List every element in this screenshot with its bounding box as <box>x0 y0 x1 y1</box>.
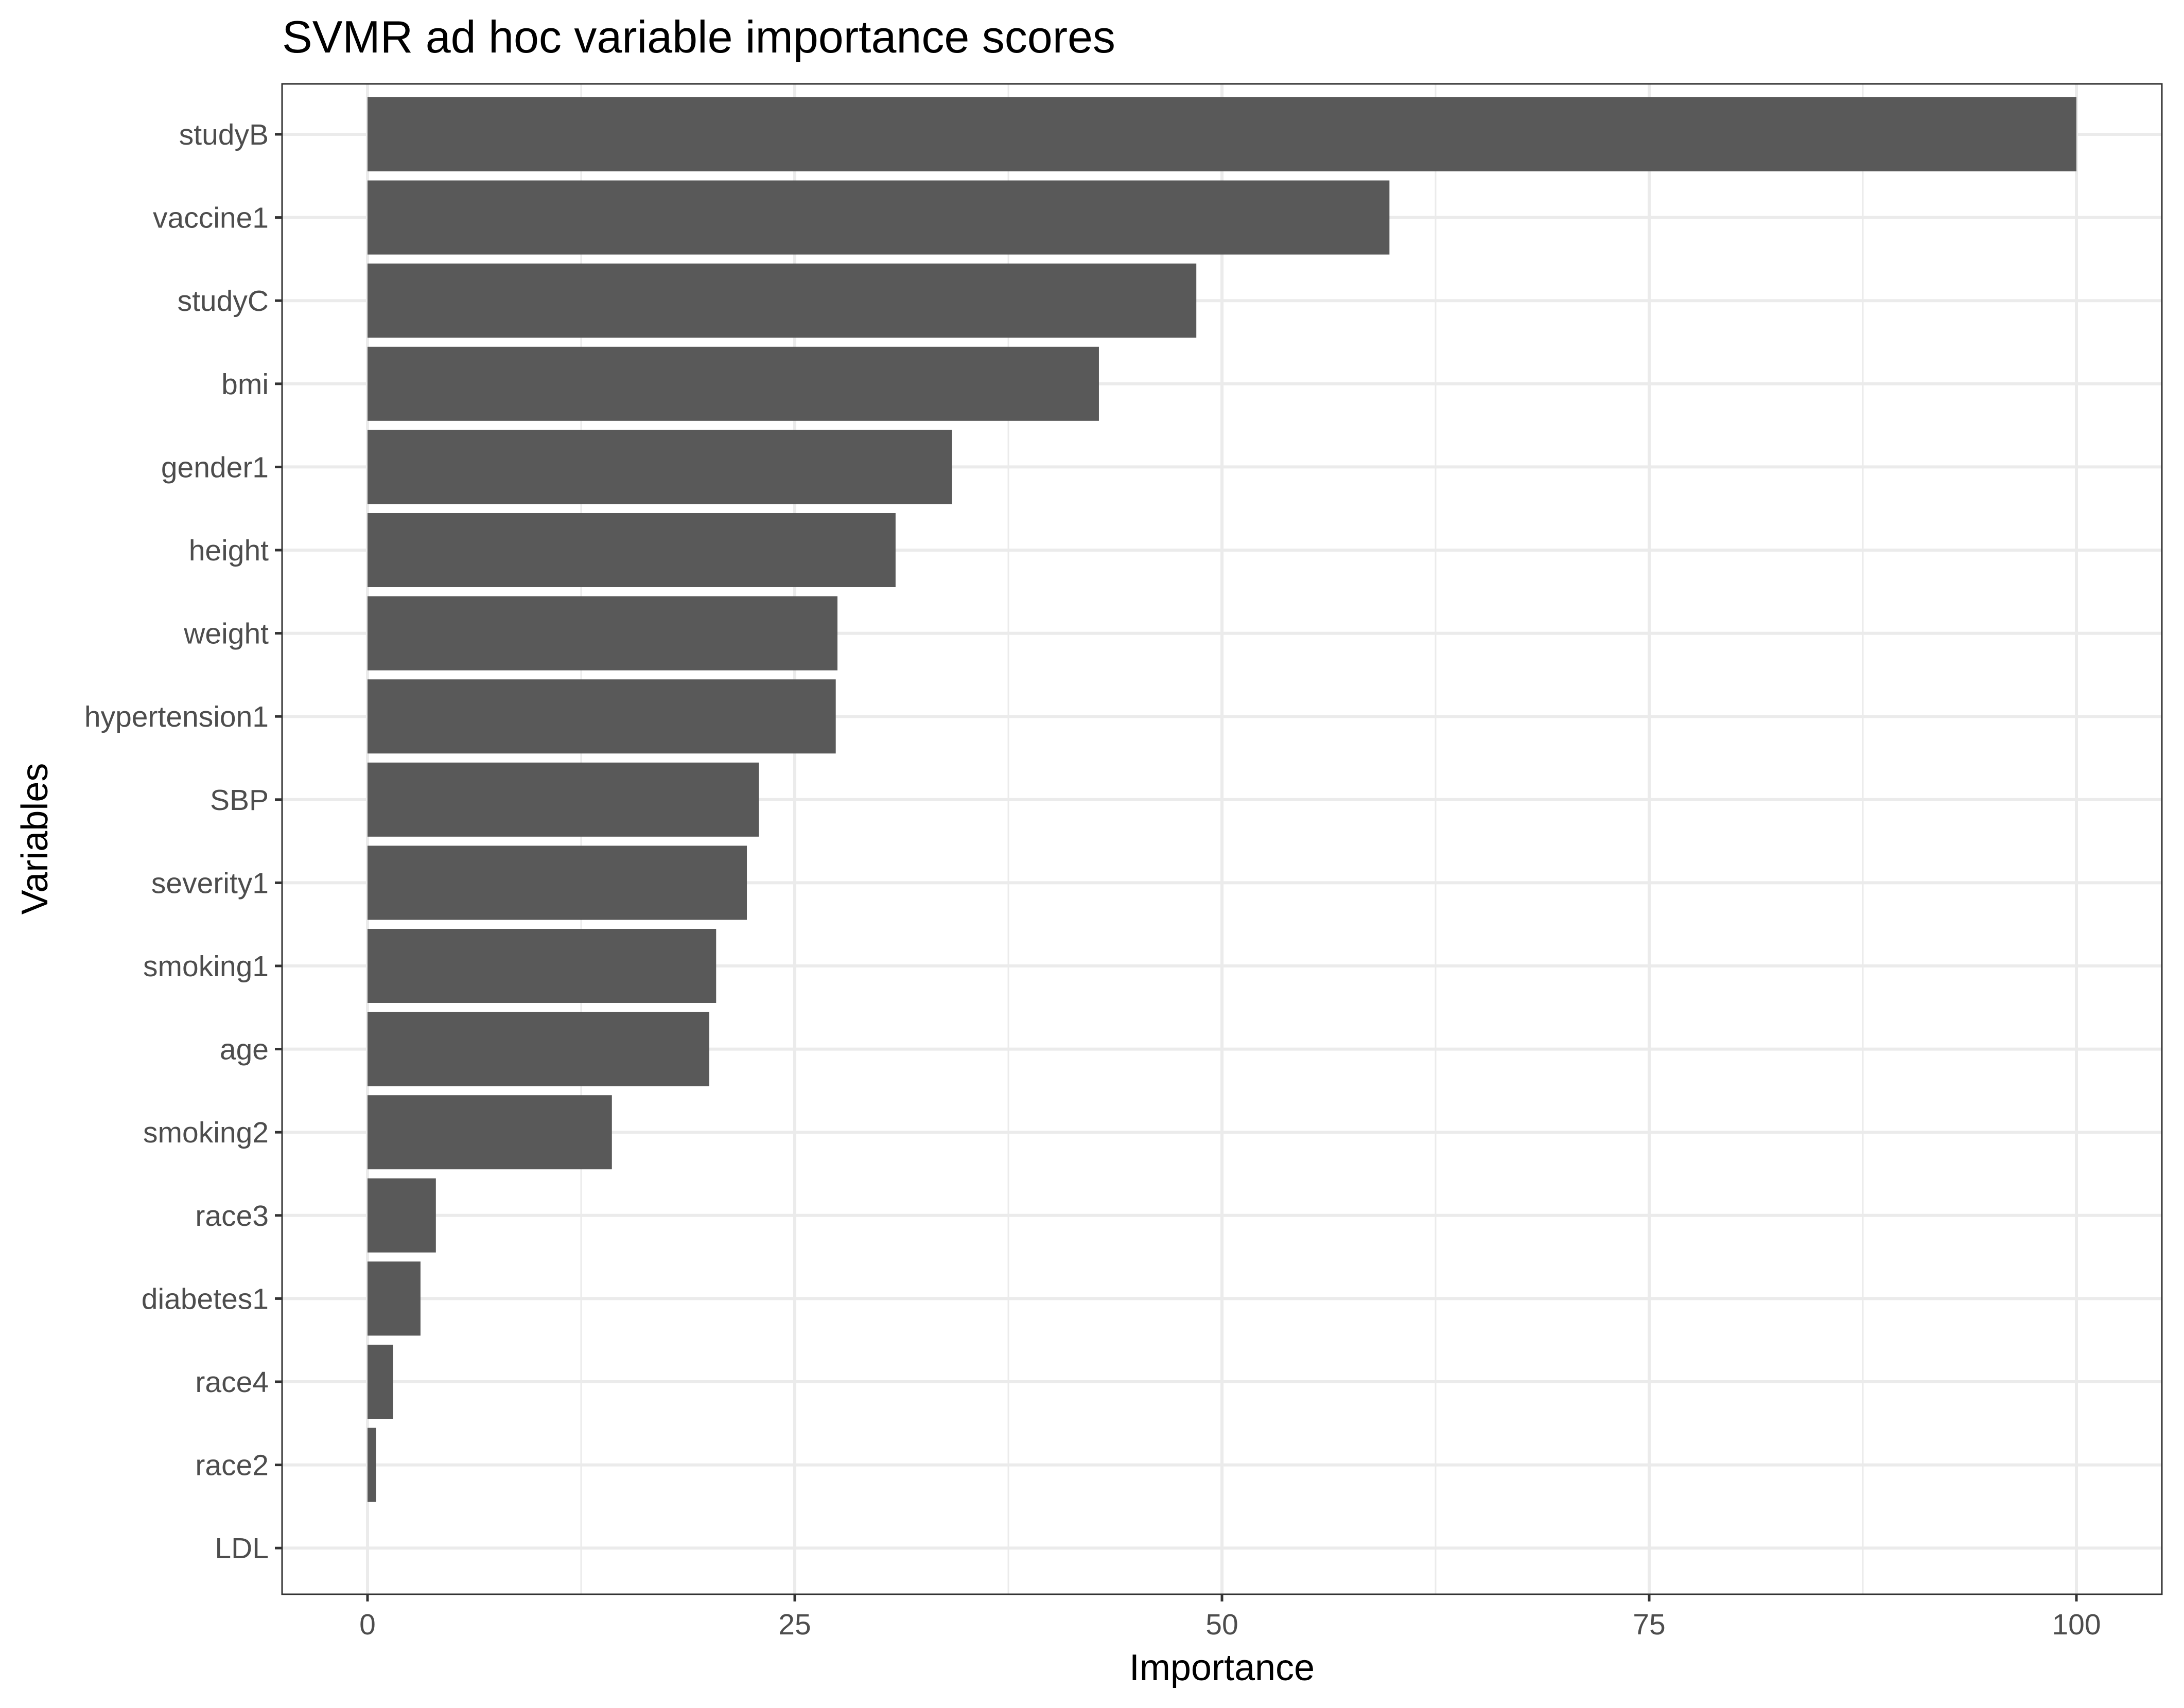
bar-smoking1 <box>368 929 717 1003</box>
bar-height <box>368 513 896 587</box>
y-axis-title: Variables <box>14 763 56 915</box>
x-axis: 0 25 50 75 100 <box>359 1594 2101 1641</box>
y-tick-label: bmi <box>221 368 269 401</box>
y-axis: studyB vaccine1 studyC bmi gender1 height weig… <box>84 118 282 1565</box>
y-tick-label: diabetes1 <box>142 1282 269 1315</box>
chart-title: SVMR ad hoc variable importance scores <box>282 11 1115 62</box>
x-tick-label: 75 <box>1633 1608 1665 1641</box>
y-tick-label: studyB <box>179 118 269 151</box>
y-tick-label: smoking1 <box>143 950 269 983</box>
bar-studyC <box>368 263 1197 338</box>
y-tick-label: vaccine1 <box>153 202 269 235</box>
y-tick-label: gender1 <box>161 451 269 484</box>
bar-vaccine1 <box>368 180 1390 255</box>
y-tick-label: age <box>220 1033 269 1066</box>
bar-smoking2 <box>368 1095 612 1170</box>
y-tick-label: studyC <box>178 285 269 318</box>
bar-studyB <box>368 97 2076 171</box>
y-tick-label: race3 <box>195 1200 269 1232</box>
x-tick-label: 50 <box>1205 1608 1238 1641</box>
bar-SBP <box>368 762 759 837</box>
bar-severity1 <box>368 846 747 920</box>
bar-race4 <box>368 1345 393 1419</box>
bar-bmi <box>368 346 1099 421</box>
x-tick-label: 100 <box>2052 1608 2101 1641</box>
bar-age <box>368 1012 709 1086</box>
bar-race2 <box>368 1428 376 1502</box>
bar-hypertension1 <box>368 679 836 754</box>
x-axis-title: Importance <box>1129 1647 1315 1688</box>
y-tick-label: height <box>189 534 269 567</box>
y-tick-label: hypertension1 <box>84 700 269 733</box>
y-tick-label: smoking2 <box>143 1116 269 1149</box>
bar-weight <box>368 596 837 671</box>
bar-diabetes1 <box>368 1261 421 1336</box>
y-tick-label: SBP <box>210 784 269 817</box>
x-tick-label: 0 <box>359 1608 376 1641</box>
y-tick-label: severity1 <box>151 867 269 900</box>
y-tick-label: race4 <box>195 1366 269 1399</box>
y-tick-label: LDL <box>215 1532 269 1565</box>
y-tick-label: race2 <box>195 1449 269 1482</box>
x-tick-label: 25 <box>778 1608 811 1641</box>
bar-gender1 <box>368 430 952 504</box>
y-tick-label: weight <box>183 618 269 650</box>
bar-race3 <box>368 1178 436 1253</box>
bars <box>368 97 2076 1502</box>
